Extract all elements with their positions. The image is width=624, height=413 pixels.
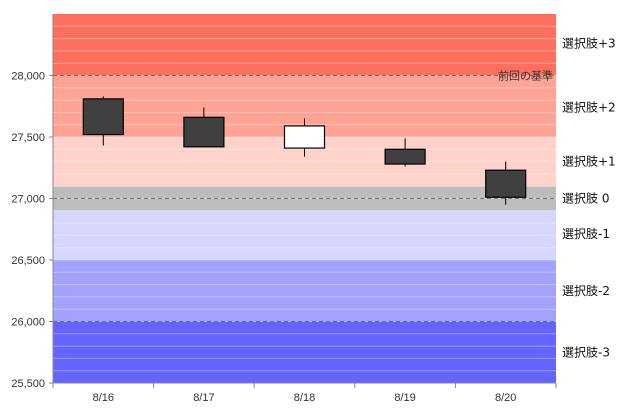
x-tick-label: 8/18 bbox=[294, 392, 315, 404]
y-tick-label: 25,500 bbox=[11, 378, 45, 390]
zone-label: 選択肢 0 bbox=[562, 191, 609, 206]
zone-label: 選択肢-1 bbox=[562, 226, 610, 241]
zone-label: 選択肢+1 bbox=[562, 154, 616, 169]
candle-body bbox=[183, 116, 225, 148]
y-tick-label: 26,500 bbox=[11, 255, 45, 267]
candle-body bbox=[384, 148, 426, 165]
candle-body bbox=[82, 98, 124, 136]
zone-band bbox=[53, 186, 556, 211]
y-tick-label: 27,000 bbox=[11, 194, 45, 206]
x-tick-label: 8/17 bbox=[193, 392, 214, 404]
zone-band bbox=[53, 210, 556, 260]
zone-band bbox=[53, 321, 556, 383]
zone-label: 選択肢+2 bbox=[562, 99, 616, 114]
reference-line-label: 前回の基準 bbox=[498, 69, 553, 83]
zone-label: 選択肢-3 bbox=[562, 344, 610, 359]
y-tick-label: 26,000 bbox=[11, 317, 45, 329]
x-tick-label: 8/16 bbox=[93, 392, 114, 404]
zone-label: 選択肢+3 bbox=[562, 36, 616, 51]
x-tick-label: 8/20 bbox=[495, 392, 516, 404]
x-tick-label: 8/19 bbox=[394, 392, 415, 404]
y-tick-label: 27,500 bbox=[11, 132, 45, 144]
zone-band bbox=[53, 14, 556, 76]
zone-label: 選択肢-2 bbox=[562, 283, 610, 298]
candle-body bbox=[283, 125, 326, 149]
zone-band bbox=[53, 260, 556, 322]
candle-body bbox=[485, 169, 527, 198]
y-tick-label: 28,000 bbox=[11, 71, 45, 83]
